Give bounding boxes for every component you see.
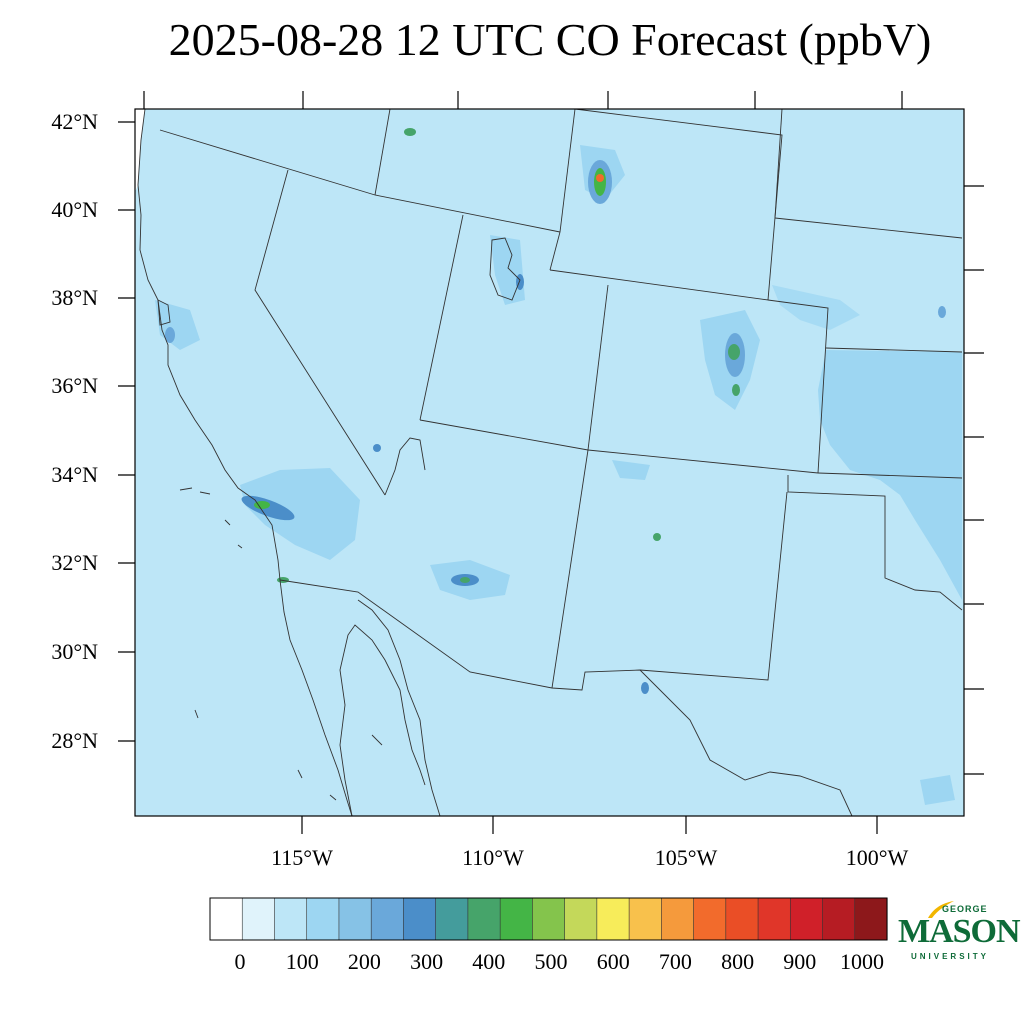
logo-bottom-text: UNIVERSITY	[910, 952, 989, 961]
colorbar-swatch	[499, 897, 533, 941]
colorbar-swatch	[241, 897, 276, 941]
lat-label-42: 42°N	[51, 109, 98, 134]
lat-label-40: 40°N	[51, 197, 98, 222]
lon-label-110: 110°W	[462, 845, 524, 870]
colorbar-tick-label: 300	[410, 949, 444, 974]
colorbar-tick-label: 700	[658, 949, 692, 974]
colorbar-swatch	[854, 897, 888, 941]
colorbar-frame	[209, 897, 888, 941]
colorbar-swatch	[338, 897, 372, 941]
colorbar-tick-label: 1000	[840, 949, 884, 974]
colorbar-swatch	[757, 897, 791, 941]
colorbar-tick-label: 800	[721, 949, 755, 974]
lat-label-38: 38°N	[51, 285, 98, 310]
lon-label-115: 115°W	[271, 845, 333, 870]
colorbar-swatch	[693, 897, 727, 941]
colorbar-swatch	[661, 897, 695, 941]
colorbar-swatch	[274, 897, 308, 941]
logo-main-text: MASON	[898, 913, 1021, 950]
colorbar-tick-label: 100	[285, 949, 319, 974]
colorbar-tick-label: 400	[472, 949, 506, 974]
colorbar-swatch	[532, 897, 566, 941]
lat-label-36: 36°N	[51, 373, 98, 398]
elevated-co-plains	[772, 285, 962, 600]
colorbar-tick-label: 200	[347, 949, 381, 974]
colorbar-swatch	[370, 897, 405, 941]
map-frame	[134, 108, 965, 817]
colorbar-swatch	[564, 897, 598, 941]
colorbar-swatch	[725, 897, 759, 941]
colorbar-swatch	[628, 897, 662, 941]
colorbar-swatch	[596, 897, 630, 941]
lat-label-30: 30°N	[51, 639, 98, 664]
colorbar-swatch	[467, 897, 501, 941]
axis-ticks	[118, 91, 984, 834]
lat-label-34: 34°N	[51, 462, 98, 487]
colorbar	[209, 897, 888, 941]
political-boundaries	[137, 108, 963, 817]
colorbar-tick-label: 500	[534, 949, 568, 974]
colorbar-swatch	[822, 897, 856, 941]
lon-label-100: 100°W	[845, 845, 909, 870]
colorbar-swatch	[789, 897, 824, 941]
colorbar-swatch	[403, 897, 437, 941]
colorbar-tick-label: 900	[783, 949, 817, 974]
map-area-background	[135, 109, 964, 816]
colorbar-swatch	[209, 897, 243, 941]
lat-label-28: 28°N	[51, 728, 98, 753]
colorbar-swatch	[306, 897, 340, 941]
colorbar-tick-label: 0	[234, 949, 246, 974]
lon-label-105: 105°W	[654, 845, 718, 870]
logo-top-text: GEORGE	[942, 904, 988, 914]
logo-swoosh-icon	[928, 901, 954, 918]
gmu-logo: GEORGE MASON UNIVERSITY	[898, 900, 1021, 968]
colorbar-swatch	[435, 897, 469, 941]
lat-label-32: 32°N	[51, 550, 98, 575]
colorbar-tick-label: 600	[596, 949, 630, 974]
map-title: 2025-08-28 12 UTC CO Forecast (ppbV)	[168, 14, 932, 65]
